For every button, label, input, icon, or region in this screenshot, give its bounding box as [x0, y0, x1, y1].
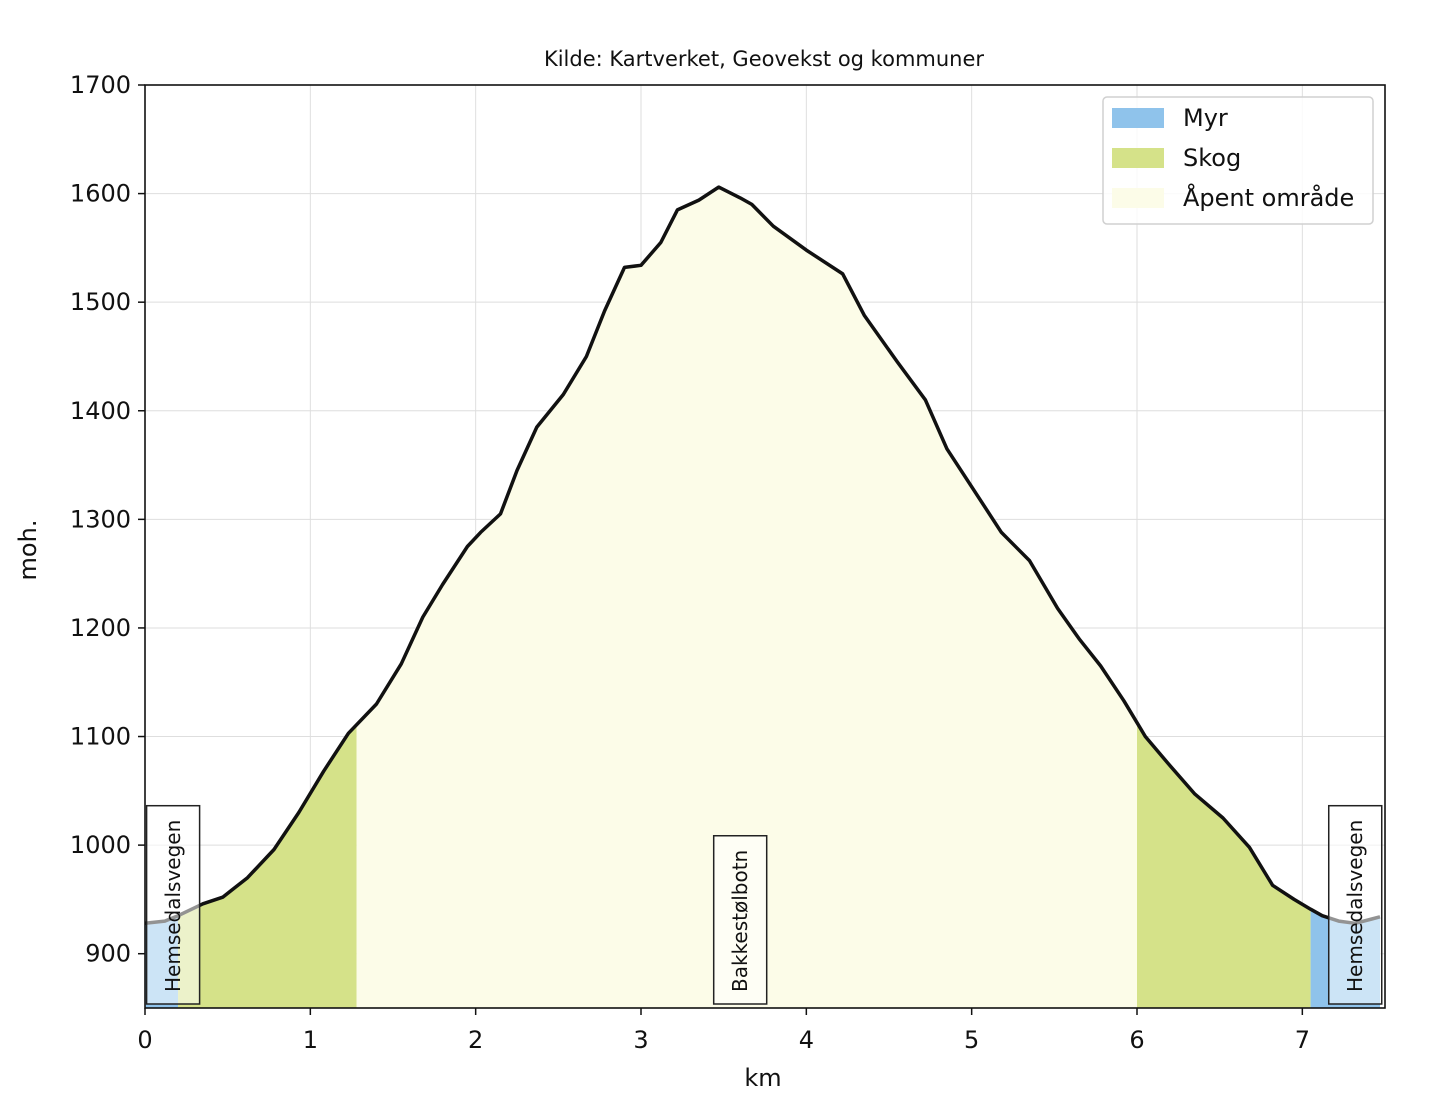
y-tick-label: 1100 [70, 723, 131, 751]
land-cover-skog-area [178, 724, 357, 1008]
y-axis-ticks: 900 1000 1100 1200 1300 1400 1500 1600 1700 [70, 71, 145, 968]
y-tick-label: 1000 [70, 831, 131, 859]
place-label-box [712, 835, 768, 1005]
place-label-text: Bakkestølbotn [728, 850, 752, 992]
x-tick-label: 7 [1295, 1026, 1310, 1054]
legend: Myr Skog Åpent område [1102, 96, 1374, 225]
land-cover-skog-area [1137, 722, 1311, 1008]
x-tick-label: 3 [633, 1026, 648, 1054]
x-tick-label: 5 [964, 1026, 979, 1054]
y-tick-label: 1700 [70, 71, 131, 99]
place-label: Hemsedalsvegen [145, 804, 201, 1005]
y-tick-label: 900 [85, 940, 131, 968]
profile-line-layer [144, 185, 1381, 926]
y-axis-label: moh. [14, 520, 42, 581]
x-tick-label: 4 [799, 1026, 814, 1054]
legend-swatch [1112, 148, 1164, 168]
plot-frame [144, 84, 1386, 1009]
chart-subtitle: Kilde: Kartverket, Geovekst og kommuner [544, 47, 984, 71]
y-tick-label: 1600 [70, 180, 131, 208]
elevation-profile-line [144, 185, 1381, 926]
x-tick-label: 2 [468, 1026, 483, 1054]
place-label-text: Hemsedalsvegen [1343, 820, 1367, 992]
y-tick-label: 1200 [70, 614, 131, 642]
legend-swatch [1112, 108, 1164, 128]
x-axis-ticks: 0 1 2 3 4 5 6 7 [137, 1008, 1310, 1054]
legend-label: Åpent område [1183, 183, 1354, 212]
place-labels: Hemsedalsvegen Bakkestølbotn Hemsedalsvege… [145, 804, 1383, 1005]
land-cover--pent-omr-de-area [356, 187, 1138, 1009]
legend-box [1102, 96, 1374, 225]
place-label: Bakkestølbotn [712, 835, 768, 1005]
legend-swatch [1112, 188, 1164, 208]
legend-label: Skog [1183, 144, 1241, 172]
y-tick-label: 1300 [70, 505, 131, 533]
place-label-box [1327, 804, 1383, 1005]
x-axis-label: km [744, 1064, 781, 1092]
legend-label: Myr [1183, 104, 1228, 132]
place-label-text: Hemsedalsvegen [161, 820, 185, 992]
x-tick-label: 6 [1129, 1026, 1144, 1054]
x-tick-label: 1 [303, 1026, 318, 1054]
x-tick-label: 0 [137, 1026, 152, 1054]
y-tick-label: 1400 [70, 397, 131, 425]
place-label-box [145, 804, 201, 1005]
place-label: Hemsedalsvegen [1327, 804, 1383, 1005]
y-tick-label: 1500 [70, 288, 131, 316]
